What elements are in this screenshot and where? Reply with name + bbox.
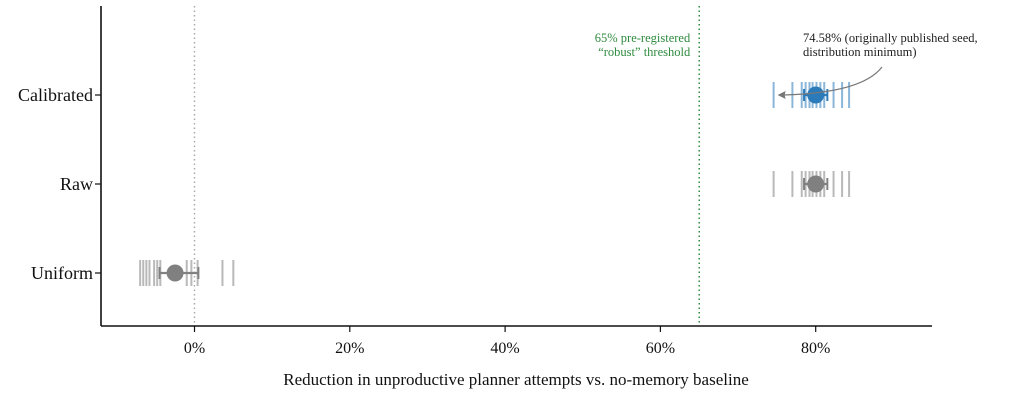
threshold-label-line: “robust” threshold <box>598 45 691 59</box>
annotation-arrow <box>783 66 883 96</box>
mean-point <box>807 175 825 193</box>
mean-markers <box>158 86 829 282</box>
x-tick-label: 40% <box>490 340 519 357</box>
annotation-text-line: 74.58% (originally published seed, <box>803 31 978 45</box>
threshold-annotation: 65% pre-registered“robust” threshold <box>595 31 691 59</box>
annotation-text-line: distribution minimum) <box>803 45 917 59</box>
x-tick-label: 0% <box>184 340 205 357</box>
y-category-label: Raw <box>60 174 93 194</box>
x-tick-label: 60% <box>646 340 675 357</box>
y-category-labels: Calibrated Raw Uniform <box>18 85 101 283</box>
x-tick-label: 80% <box>801 340 830 357</box>
annotation-arrowhead <box>777 91 786 99</box>
seed-strips <box>139 82 851 286</box>
mean-point <box>807 86 825 104</box>
y-category-label: Uniform <box>31 263 93 283</box>
x-ticks: 0% 20% 40% 60% 80% <box>184 326 830 357</box>
y-category-label: Calibrated <box>18 85 93 105</box>
mean-point <box>166 264 184 282</box>
x-tick-label: 20% <box>335 340 364 357</box>
minimum-seed-annotation: 74.58% (originally published seed,distri… <box>777 31 978 99</box>
x-axis-label: Reduction in unproductive planner attemp… <box>283 370 749 389</box>
threshold-label-line: 65% pre-registered <box>595 31 691 45</box>
